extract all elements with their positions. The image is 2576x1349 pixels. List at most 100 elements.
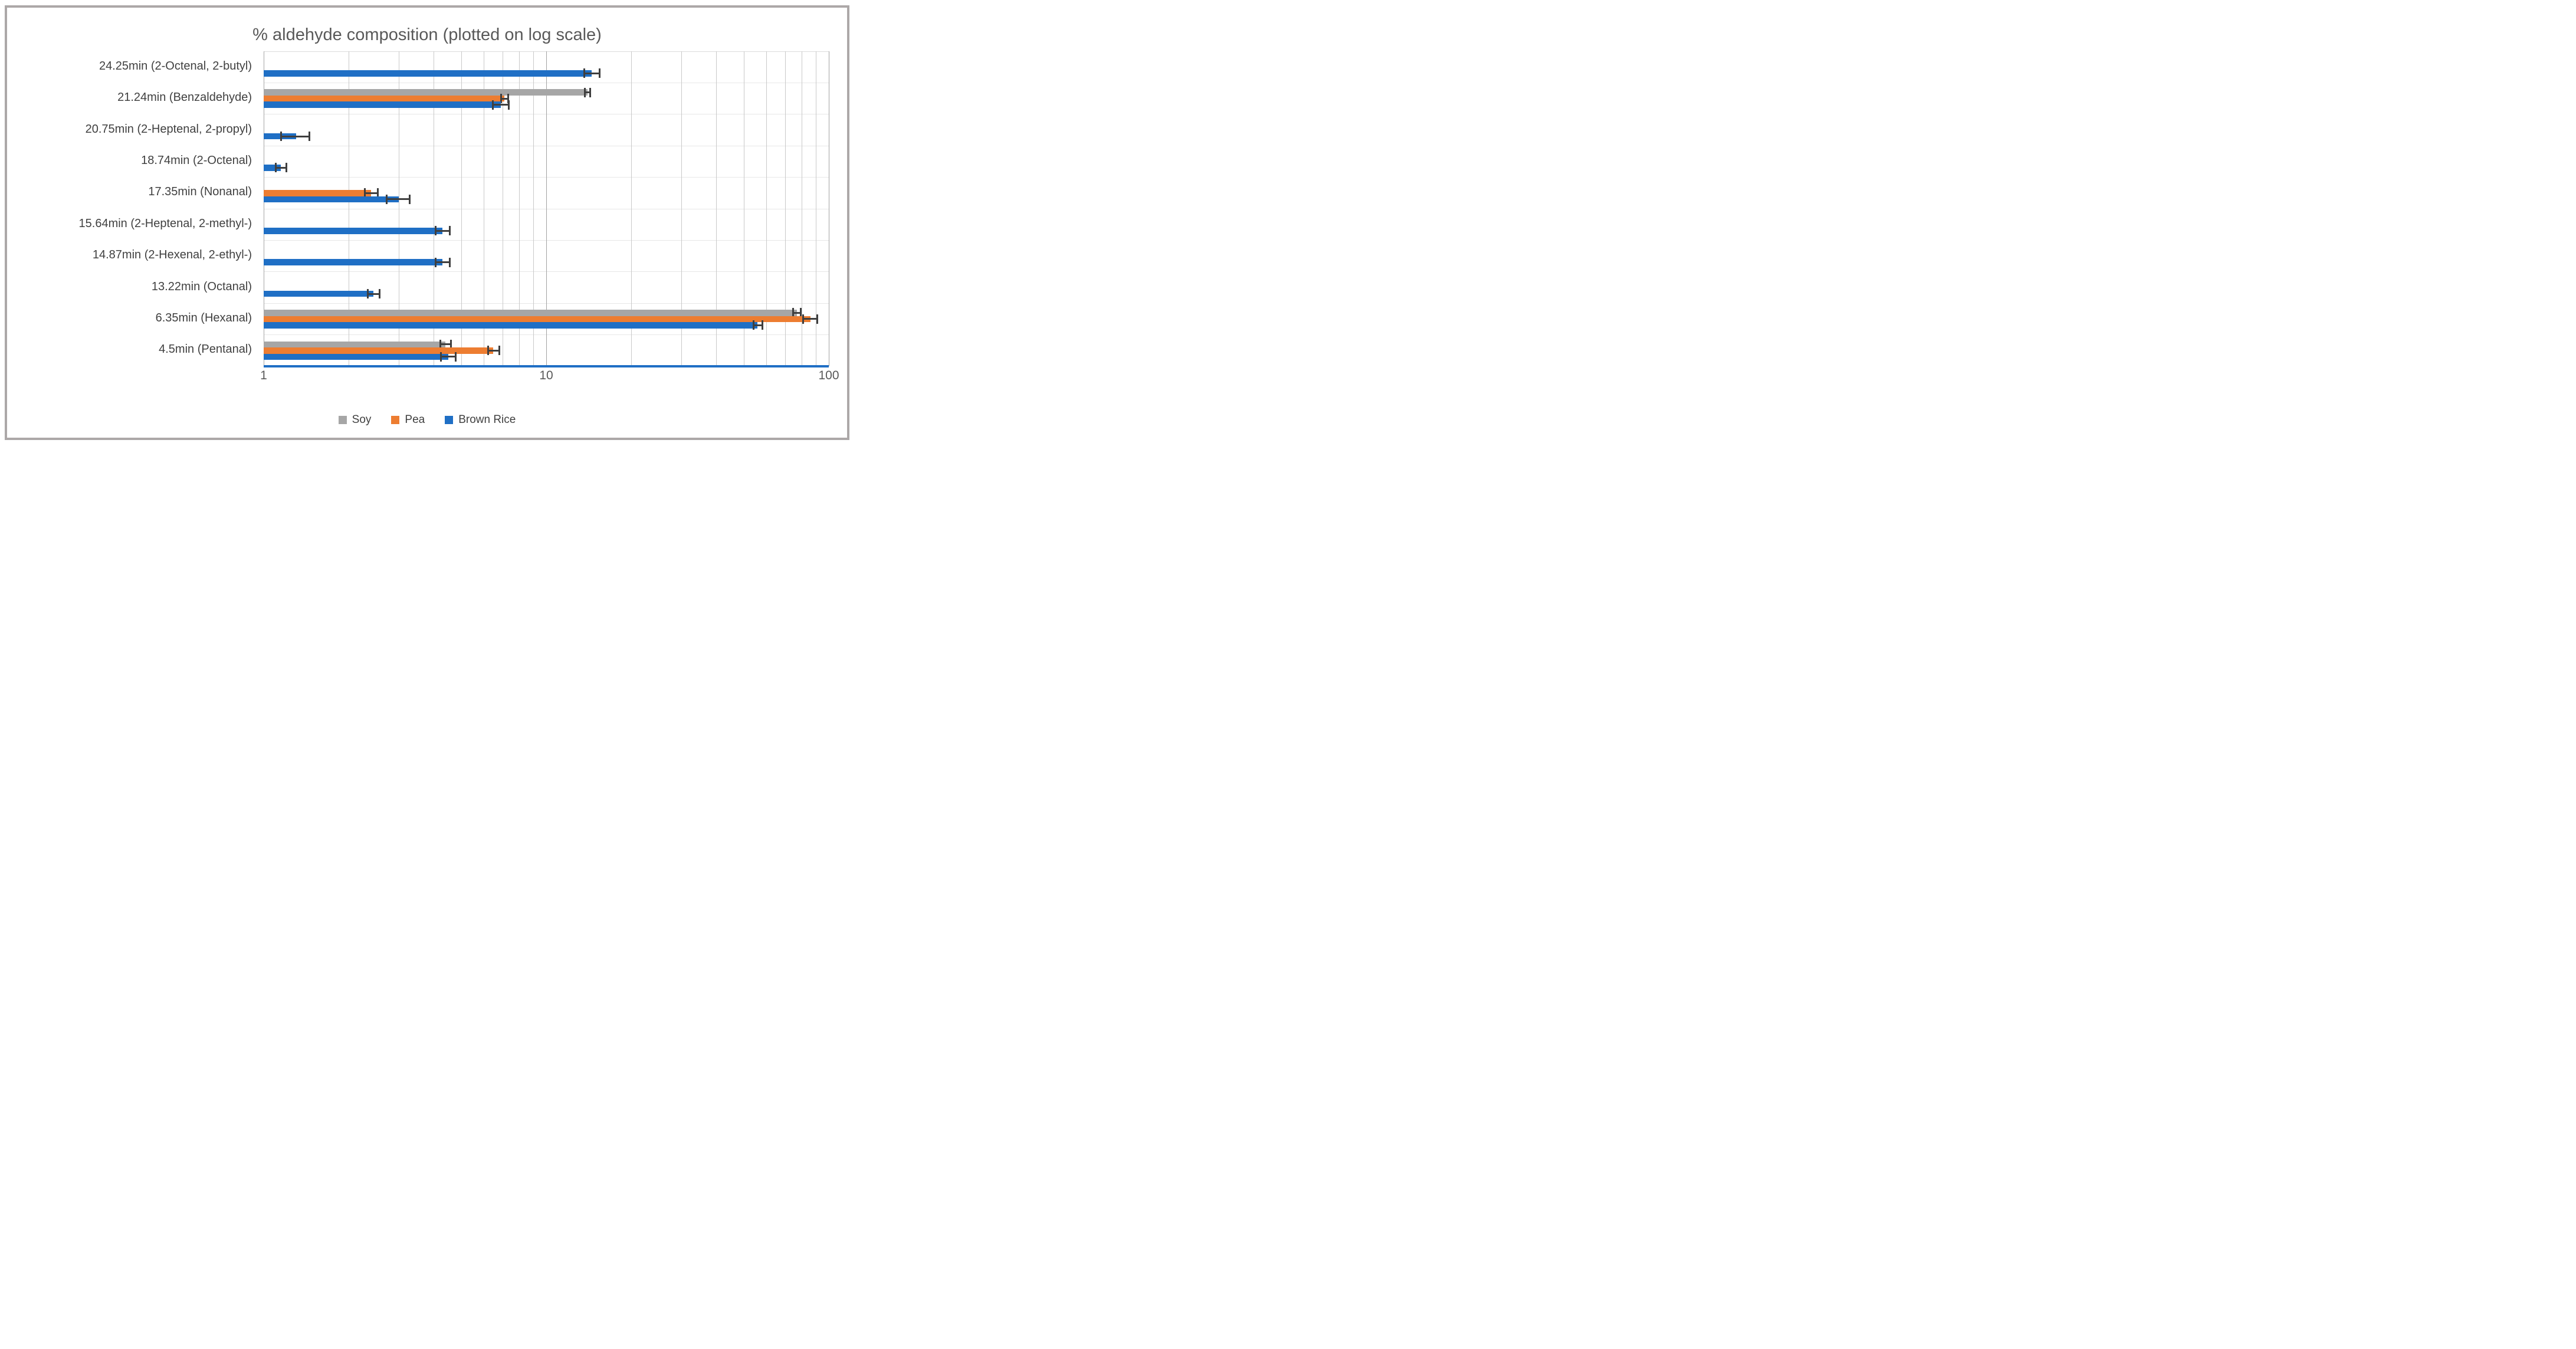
legend-item-pea: Pea [391, 413, 425, 426]
value-axis-ticks: 1 10 100 [260, 369, 839, 392]
chart-page: { "title": "% aldehyde composition (plot… [0, 0, 859, 449]
chart-frame: % aldehyde composition (plotted on log s… [5, 5, 849, 440]
error-bar-cap-high [450, 339, 452, 349]
minor-gridline [766, 51, 767, 366]
bar-soy [264, 341, 446, 348]
error-bar-stem [367, 293, 380, 295]
error-bar-stem [441, 356, 455, 358]
bar-soy [264, 310, 797, 316]
category-label: 21.24min (Benzaldehyde) [117, 91, 252, 104]
error-bar-cap-low [434, 226, 437, 236]
legend-item-soy: Soy [338, 413, 372, 426]
error-bar-stem [583, 72, 599, 74]
error-bar-stem [386, 198, 410, 201]
error-bar-cap-low [792, 308, 794, 318]
error-bar-cap-high [377, 188, 379, 198]
bar-brown-rice [264, 70, 592, 77]
error-bar-cap-high [761, 320, 763, 330]
category-label: 24.25min (2-Octenal, 2-butyl) [99, 59, 252, 73]
error-bar-cap-low [491, 100, 494, 110]
legend-swatch-icon [338, 416, 347, 424]
value-axis-tick-label: 10 [539, 369, 553, 382]
category-axis-labels: 24.25min (2-Octenal, 2-butyl) 21.24min (B… [7, 51, 258, 366]
bar-pea [264, 347, 494, 354]
error-bar-cap-high [507, 94, 509, 104]
bar-brown-rice [264, 196, 399, 203]
legend-swatch-icon [445, 416, 454, 424]
category-label: 20.75min (2-Heptenal, 2-propyl) [85, 122, 252, 136]
minor-gridline [519, 51, 520, 366]
error-bar-stem [364, 192, 378, 194]
error-bar-stem [435, 261, 450, 264]
minor-gridline [716, 51, 717, 366]
minor-gridline [461, 51, 462, 366]
major-gridline [546, 51, 547, 366]
value-axis-line [264, 365, 829, 367]
error-bar-cap-low [500, 94, 502, 104]
bar-pea [264, 316, 810, 323]
category-label: 4.5min (Pentanal) [159, 343, 252, 356]
error-bar-stem [753, 324, 762, 326]
error-bar-cap-high [285, 163, 287, 173]
legend: Soy Pea Brown Rice [7, 413, 847, 426]
bar-brown-rice [264, 259, 443, 265]
error-bar-stem [487, 349, 499, 352]
bar-brown-rice [264, 322, 758, 329]
error-bar-cap-high [507, 100, 510, 110]
bar-brown-rice [264, 101, 501, 108]
error-bar-stem [585, 91, 590, 94]
error-bar-cap-high [598, 68, 600, 78]
legend-label: Pea [405, 413, 425, 426]
error-bar-stem [439, 343, 451, 346]
error-bar-cap-low [487, 346, 489, 356]
bar-brown-rice [264, 227, 443, 234]
value-axis-tick-label: 100 [818, 369, 839, 382]
bar-brown-rice [264, 290, 374, 297]
bar-brown-rice [264, 133, 296, 140]
plot-area [264, 51, 829, 367]
category-label: 18.74min (2-Octenal) [141, 153, 252, 167]
error-bar-stem [792, 311, 801, 314]
category-label: 15.64min (2-Heptenal, 2-methyl-) [78, 216, 252, 230]
bar-soy [264, 89, 588, 96]
error-bar-cap-low [434, 257, 437, 267]
error-bar-cap-high [816, 314, 819, 324]
minor-gridline [631, 51, 632, 366]
error-bar-cap-low [583, 68, 585, 78]
bar-brown-rice [264, 353, 448, 360]
error-bar-cap-high [455, 352, 457, 362]
error-bar-cap-low [440, 352, 442, 362]
error-bar-cap-low [584, 87, 586, 97]
error-bar-cap-high [449, 226, 451, 236]
error-bar-cap-low [439, 339, 441, 349]
error-bar-cap-low [802, 314, 805, 324]
error-bar-cap-low [386, 194, 388, 204]
error-bar-cap-low [363, 188, 366, 198]
error-bar-cap-high [498, 346, 500, 356]
error-bar-cap-high [800, 308, 802, 318]
bar-pea [264, 95, 504, 102]
value-axis-tick-label: 1 [260, 369, 267, 382]
legend-item-brown-rice: Brown Rice [445, 413, 516, 426]
bar-pea [264, 190, 372, 196]
category-label: 17.35min (Nonanal) [148, 185, 252, 199]
chart-title: % aldehyde composition (plotted on log s… [252, 25, 602, 44]
error-bar-stem [435, 229, 450, 232]
error-bar-stem [275, 166, 286, 169]
error-bar-cap-high [309, 132, 311, 142]
legend-label: Soy [352, 413, 372, 426]
error-bar-stem [281, 135, 310, 137]
error-bar-cap-high [589, 87, 592, 97]
error-bar-cap-low [752, 320, 754, 330]
legend-label: Brown Rice [458, 413, 516, 426]
error-bar-cap-low [280, 132, 283, 142]
minor-gridline [785, 51, 786, 366]
minor-gridline [681, 51, 682, 366]
error-bar-cap-low [366, 289, 369, 299]
minor-gridline [533, 51, 534, 366]
error-bar-cap-low [274, 163, 277, 173]
legend-swatch-icon [391, 416, 400, 424]
error-bar-cap-high [379, 289, 381, 299]
category-label: 6.35min (Hexanal) [155, 311, 252, 324]
category-label: 13.22min (Octanal) [151, 280, 252, 293]
